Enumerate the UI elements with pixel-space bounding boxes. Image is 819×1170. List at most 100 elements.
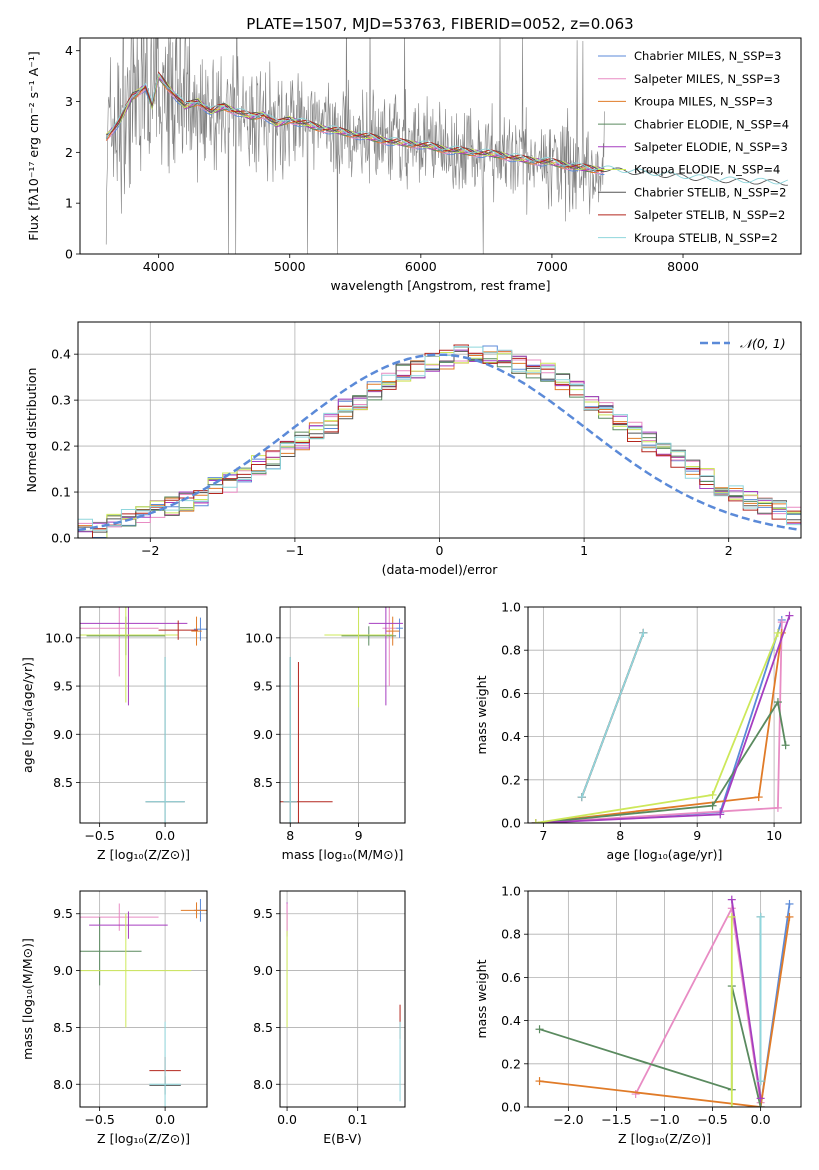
legend-label: Chabrier MILES, N_SSP=3 bbox=[634, 49, 781, 63]
y-tick-label: 0.6 bbox=[501, 686, 521, 701]
residual-histogram-plot: −2 −1 0 1 2 0.0 0.1 0.2 0.3 0.4 (data-model)/error… bbox=[24, 321, 802, 577]
y-axis-label: age [log₁₀(age/yr)] bbox=[20, 657, 35, 773]
y-tick-label: 0.2 bbox=[501, 772, 521, 787]
age-vs-metallicity-plot: −0.5 0.0 8.5 9.0 9.5 10.0 Z [log₁₀(Z/Z⊙)] age [… bbox=[20, 606, 208, 862]
x-tick-label: 2 bbox=[725, 543, 733, 558]
model-spectrum-line bbox=[105, 77, 605, 172]
plot-area bbox=[80, 898, 207, 1107]
plot-area bbox=[535, 895, 794, 1107]
y-tick-label: 2 bbox=[65, 145, 73, 160]
y-axis-label: mass weight bbox=[474, 675, 489, 754]
y-tick-label: 0.8 bbox=[501, 643, 521, 658]
y-tick-label: 8.0 bbox=[53, 1077, 73, 1092]
mass-weight-vs-age-plot: 7 8 9 10 0.0 0.2 0.4 0.6 0.8 1.0 age [log₁₀(age/yr… bbox=[474, 600, 802, 862]
y-tick-label: 10.0 bbox=[45, 630, 73, 645]
legend-label: Kroupa MILES, N_SSP=3 bbox=[634, 95, 773, 109]
legend-label: 𝒩(0, 1) bbox=[740, 336, 786, 351]
y-tick-label: 0.2 bbox=[51, 439, 71, 454]
x-axis-label: mass [log₁₀(M/M⊙)] bbox=[282, 847, 404, 862]
y-tick-label: 0.6 bbox=[501, 970, 521, 985]
plot-area bbox=[78, 344, 801, 538]
legend-label: Chabrier ELODIE, N_SSP=4 bbox=[634, 117, 789, 131]
y-tick-label: 1 bbox=[65, 196, 73, 211]
plot-area bbox=[531, 611, 794, 823]
y-tick-label: 9.5 bbox=[253, 906, 273, 921]
y-tick-label: 0.1 bbox=[51, 485, 71, 500]
y-tick-label: 0.2 bbox=[501, 1056, 521, 1071]
x-tick-label: 0.0 bbox=[155, 1112, 175, 1127]
y-tick-label: 1.0 bbox=[501, 600, 521, 615]
x-axis-label: Z [log₁₀(Z/Z⊙)] bbox=[618, 1131, 711, 1146]
x-axis-label: E(B-V) bbox=[323, 1131, 362, 1146]
x-tick-label: −1.0 bbox=[649, 1112, 679, 1127]
x-tick-label: 0.1 bbox=[348, 1112, 368, 1127]
y-tick-label: 0.4 bbox=[501, 1013, 521, 1028]
x-axis-label: Z [log₁₀(Z/Z⊙)] bbox=[97, 847, 190, 862]
y-tick-label: 0.0 bbox=[501, 1100, 521, 1115]
x-tick-label: 8000 bbox=[667, 259, 699, 274]
histogram-step bbox=[78, 350, 801, 533]
age-vs-mass-plot: 8 9 8.5 9.0 9.5 10.0 mass [log₁₀(M/M⊙)] bbox=[245, 606, 406, 862]
observed-spectrum bbox=[105, 38, 605, 254]
figure-title: PLATE=1507, MJD=53763, FIBERID=0052, z=0… bbox=[246, 15, 633, 33]
mass-weight-line bbox=[730, 899, 762, 1099]
axes-frame bbox=[279, 890, 406, 1108]
y-axis-label: mass weight bbox=[474, 959, 489, 1038]
axes-frame bbox=[79, 606, 208, 824]
y-tick-label: 0.4 bbox=[501, 729, 521, 744]
normal-curve bbox=[78, 353, 799, 532]
y-tick-label: 0 bbox=[65, 247, 73, 262]
axes-frame bbox=[279, 606, 406, 824]
y-tick-label: 9.0 bbox=[253, 727, 273, 742]
y-axis-label: Flux [fλ10⁻¹⁷ erg cm⁻² s⁻¹ A⁻¹] bbox=[26, 51, 41, 240]
mass-weight-line bbox=[535, 699, 787, 823]
mass-weight-line bbox=[580, 632, 645, 798]
mass-weight-line bbox=[539, 916, 791, 1107]
y-tick-label: 8.5 bbox=[253, 1020, 273, 1035]
y-tick-label: 9.0 bbox=[53, 963, 73, 978]
mass-vs-extinction-plot: 0.0 0.1 8.0 8.5 9.0 9.5 E(B-V) bbox=[253, 890, 406, 1146]
x-tick-label: 7000 bbox=[536, 259, 568, 274]
x-tick-label: −1.5 bbox=[601, 1112, 631, 1127]
x-tick-label: 7 bbox=[539, 828, 547, 843]
mass-vs-metallicity-plot: −0.5 0.0 8.0 8.5 9.0 9.5 Z [log₁₀(Z/Z⊙)] mass [… bbox=[20, 890, 208, 1146]
x-tick-label: −2 bbox=[141, 543, 159, 558]
legend-label: Salpeter ELODIE, N_SSP=3 bbox=[634, 140, 788, 154]
plot-area bbox=[286, 902, 401, 1102]
x-tick-label: −0.5 bbox=[84, 1112, 114, 1127]
x-tick-label: −1 bbox=[286, 543, 304, 558]
x-tick-label: 8 bbox=[286, 828, 294, 843]
y-axis-label: Normed distribution bbox=[24, 368, 39, 493]
y-tick-label: 0.3 bbox=[51, 393, 71, 408]
legend-label: Kroupa STELIB, N_SSP=2 bbox=[634, 231, 778, 245]
y-tick-label: 9.0 bbox=[253, 963, 273, 978]
x-axis-label: age [log₁₀(age/yr)] bbox=[607, 847, 723, 862]
y-tick-label: 0.8 bbox=[501, 927, 521, 942]
x-axis-label: (data-model)/error bbox=[382, 562, 499, 577]
y-tick-label: 1.0 bbox=[501, 884, 521, 899]
x-tick-label: −2.0 bbox=[553, 1112, 583, 1127]
spectrum-legend: Chabrier MILES, N_SSP=3 Salpeter MILES, N… bbox=[598, 49, 789, 245]
x-tick-label: 1 bbox=[580, 543, 588, 558]
x-tick-label: 5000 bbox=[274, 259, 306, 274]
plot-area bbox=[280, 607, 403, 823]
x-tick-label: 6000 bbox=[405, 259, 437, 274]
plot-area bbox=[80, 607, 207, 823]
y-tick-label: 8.5 bbox=[53, 1020, 73, 1035]
x-tick-label: 0 bbox=[436, 543, 444, 558]
y-tick-label: 0.4 bbox=[51, 347, 71, 362]
model-spectrum-line bbox=[105, 72, 789, 185]
x-axis-label: Z [log₁₀(Z/Z⊙)] bbox=[97, 1131, 190, 1146]
y-tick-label: 9.0 bbox=[53, 727, 73, 742]
x-tick-label: −0.5 bbox=[697, 1112, 727, 1127]
x-axis-label: wavelength [Angstrom, rest frame] bbox=[330, 278, 550, 293]
legend-label: Salpeter STELIB, N_SSP=2 bbox=[634, 208, 785, 222]
x-tick-label: 0.0 bbox=[155, 828, 175, 843]
legend-label: Salpeter MILES, N_SSP=3 bbox=[634, 72, 780, 86]
spectrum-plot: 4000 5000 6000 7000 8000 0 1 2 3 4 wavelength [Ang… bbox=[26, 37, 802, 293]
mass-weight-vs-metallicity-plot: −2.0 −1.5 −1.0 −0.5 0.0 0.0 0.2 0.4 0.6 0.8 1.0 Z [… bbox=[474, 884, 802, 1146]
x-tick-label: −0.5 bbox=[84, 828, 114, 843]
y-tick-label: 3 bbox=[65, 94, 73, 109]
y-tick-label: 10.0 bbox=[245, 630, 273, 645]
